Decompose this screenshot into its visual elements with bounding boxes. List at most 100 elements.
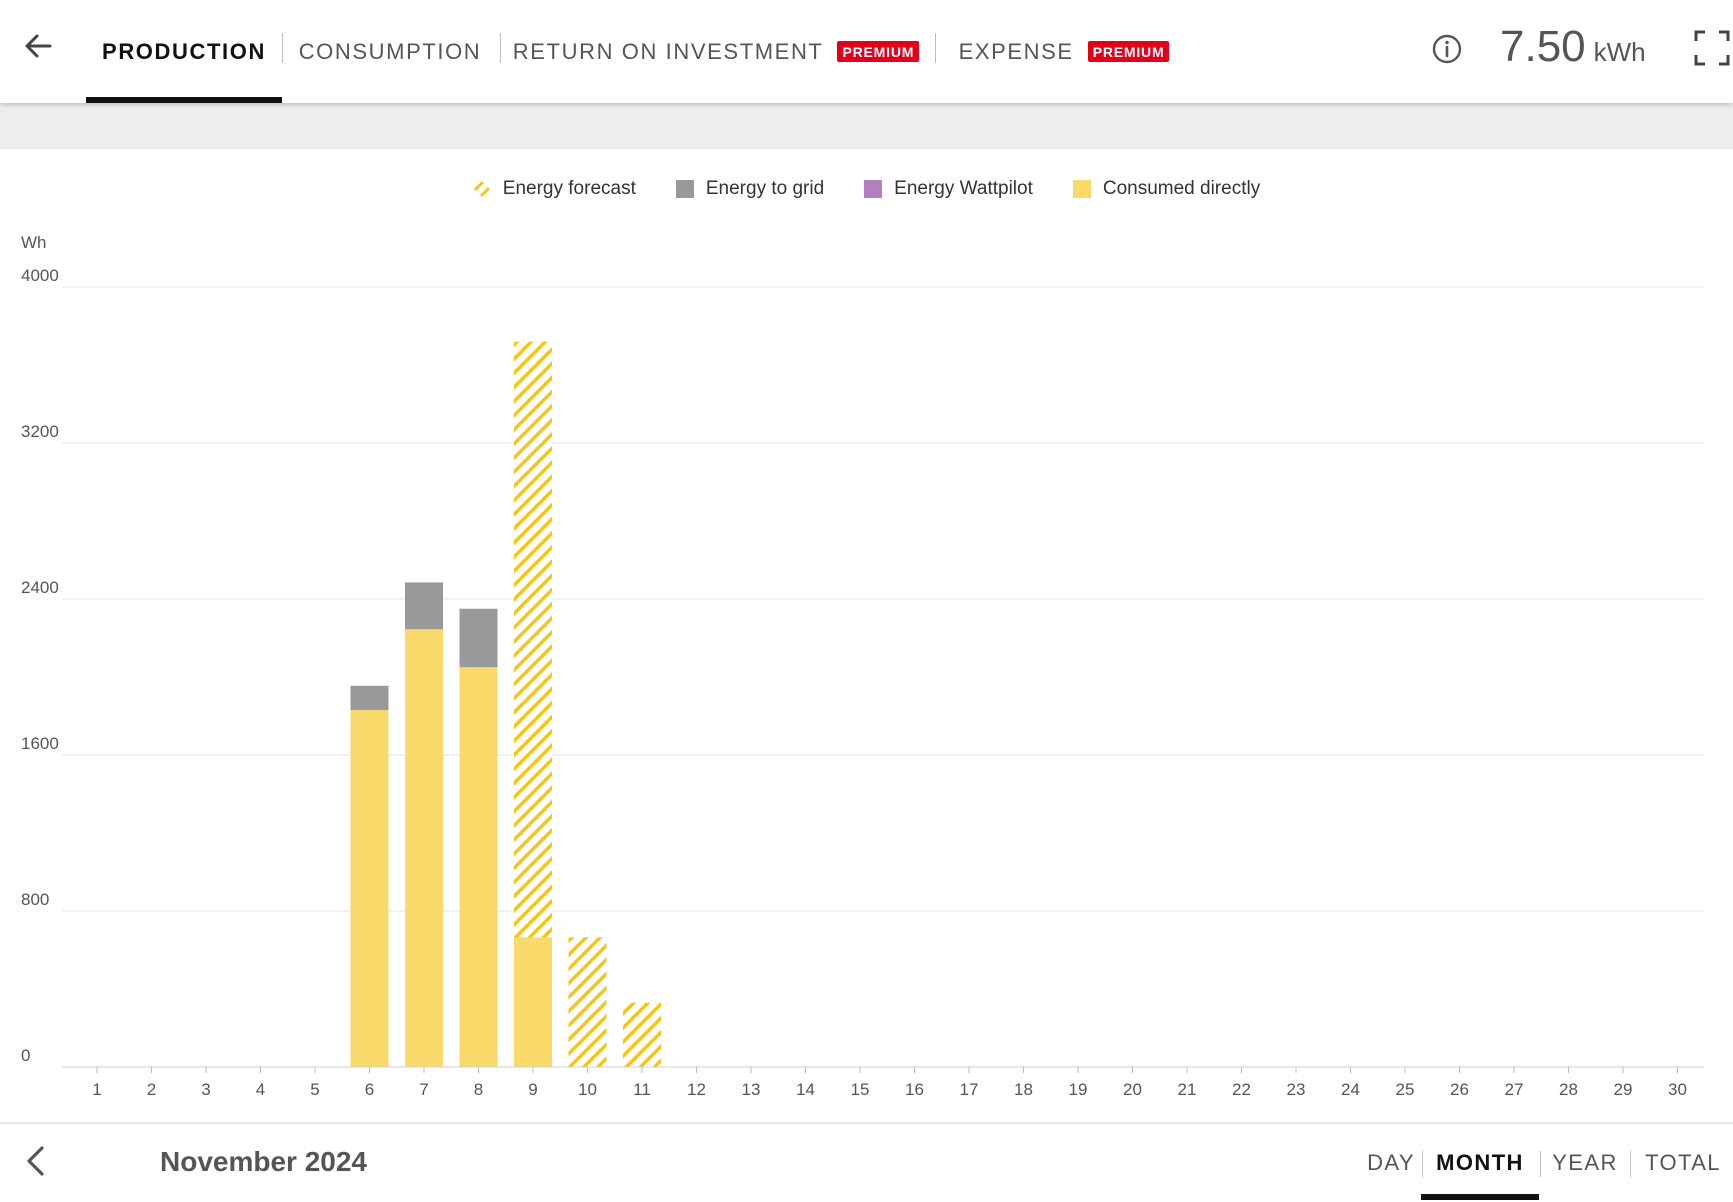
- y-tick-label: 0: [21, 1046, 30, 1065]
- tab-roi-label: RETURN ON INVESTMENT: [512, 38, 824, 64]
- tab-expense[interactable]: EXPENSE PREMIUM: [950, 0, 1178, 103]
- bar-energy-to-grid-day-8[interactable]: [459, 608, 498, 668]
- total-energy-unit: kWh: [1593, 37, 1646, 67]
- tab-return-on-investment[interactable]: RETURN ON INVESTMENT PREMIUM: [512, 0, 920, 103]
- x-tick-label: 23: [1287, 1080, 1306, 1099]
- x-tick-label: 19: [1069, 1080, 1088, 1099]
- tab-consumption[interactable]: CONSUMPTION: [290, 0, 490, 103]
- x-tick-label: 9: [528, 1080, 537, 1099]
- premium-badge: PREMIUM: [837, 41, 920, 62]
- fullscreen-icon: [1694, 30, 1730, 66]
- x-tick-label: 10: [578, 1080, 597, 1099]
- x-tick-label: 7: [419, 1080, 428, 1099]
- tab-divider: [282, 33, 283, 63]
- tab-production-label: PRODUCTION: [102, 38, 266, 64]
- previous-period-button[interactable]: [18, 1142, 56, 1180]
- x-tick-label: 24: [1341, 1080, 1360, 1099]
- fullscreen-button[interactable]: [1692, 28, 1732, 68]
- info-circle-icon: [1432, 34, 1462, 64]
- top-bar: PRODUCTION CONSUMPTION RETURN ON INVESTM…: [0, 0, 1733, 103]
- x-tick-label: 2: [147, 1080, 156, 1099]
- x-tick-label: 17: [960, 1080, 979, 1099]
- back-button[interactable]: [18, 26, 58, 66]
- range-tab-month[interactable]: MONTH: [1421, 1124, 1539, 1202]
- range-tab-day[interactable]: DAY: [1348, 1124, 1434, 1202]
- tab-divider: [500, 33, 501, 63]
- x-tick-label: 13: [742, 1080, 761, 1099]
- range-divider: [1630, 1151, 1631, 1177]
- y-tick-label: 4000: [21, 266, 59, 285]
- chart-x-axis: 1 2 3 4 5 6 7 8 9 10 11 12 13 14 15 16 17 18 19 20 21 22 23 24 2…: [62, 1066, 1704, 1099]
- tab-production[interactable]: PRODUCTION: [86, 0, 282, 103]
- range-divider: [1540, 1151, 1541, 1177]
- hatched-swatch-icon: [473, 180, 490, 198]
- bar-energy-to-grid-day-7[interactable]: [405, 582, 443, 630]
- y-tick-label: 1600: [21, 734, 59, 753]
- x-tick-label: 22: [1232, 1080, 1251, 1099]
- x-tick-label: 29: [1614, 1080, 1633, 1099]
- chart-legend: Energy forecast Energy to grid Energy Wa…: [0, 170, 1733, 208]
- y-tick-label: 800: [21, 890, 49, 909]
- x-tick-label: 1: [92, 1080, 101, 1099]
- x-tick-label: 14: [796, 1080, 815, 1099]
- y-axis-unit-label: Wh: [21, 233, 47, 252]
- bar-consumed-directly-day-6[interactable]: [350, 710, 389, 1067]
- x-tick-label: 6: [365, 1080, 374, 1099]
- range-tab-total[interactable]: TOTAL: [1638, 1124, 1728, 1202]
- x-tick-label: 21: [1178, 1080, 1197, 1099]
- chart-bars: [350, 341, 661, 1067]
- y-tick-label: 3200: [21, 422, 59, 441]
- tab-expense-label: EXPENSE: [958, 38, 1074, 64]
- x-tick-label: 26: [1450, 1080, 1469, 1099]
- x-tick-label: 28: [1559, 1080, 1578, 1099]
- legend-label: Energy forecast: [502, 178, 636, 199]
- info-button[interactable]: [1431, 33, 1463, 65]
- x-tick-label: 12: [687, 1080, 706, 1099]
- bar-energy-forecast-day-11[interactable]: [623, 1002, 661, 1067]
- x-tick-label: 18: [1014, 1080, 1033, 1099]
- total-energy-value: 7.50: [1500, 22, 1586, 71]
- legend-label: Energy to grid: [705, 178, 825, 199]
- x-tick-label: 5: [310, 1080, 319, 1099]
- bar-consumed-directly-day-7[interactable]: [405, 629, 443, 1067]
- legend-swatch: [675, 180, 694, 198]
- x-tick-label: 16: [905, 1080, 924, 1099]
- bar-consumed-directly-day-8[interactable]: [459, 667, 498, 1067]
- range-tab-year[interactable]: YEAR: [1545, 1124, 1625, 1202]
- period-label: November 2024: [160, 1146, 368, 1177]
- arrow-left-icon: [25, 34, 52, 58]
- legend-item-consumed-directly[interactable]: Consumed directly: [1072, 178, 1261, 200]
- legend-swatch: [1072, 180, 1091, 198]
- x-tick-label: 25: [1396, 1080, 1415, 1099]
- legend-item-energy-forecast[interactable]: Energy forecast: [473, 178, 636, 200]
- legend-item-energy-wattpilot[interactable]: Energy Wattpilot: [864, 178, 1033, 200]
- bar-energy-forecast-day-10[interactable]: [568, 937, 607, 1067]
- y-tick-label: 2400: [21, 578, 59, 597]
- range-divider: [1422, 1151, 1423, 1177]
- filter-strip: [0, 103, 1733, 149]
- legend-item-energy-to-grid[interactable]: Energy to grid: [675, 178, 825, 200]
- range-tab-label: TOTAL: [1645, 1150, 1721, 1175]
- premium-badge: PREMIUM: [1087, 41, 1170, 62]
- x-tick-label: 15: [851, 1080, 870, 1099]
- bar-energy-forecast-day-9[interactable]: [514, 341, 552, 938]
- x-tick-label: 20: [1123, 1080, 1142, 1099]
- chart-gridlines: 0 800 1600 2400 3200 4000: [21, 266, 1704, 1065]
- x-tick-label: 27: [1505, 1080, 1524, 1099]
- bar-consumed-directly-day-9[interactable]: [514, 937, 552, 1067]
- x-tick-label: 3: [201, 1080, 210, 1099]
- legend-swatch: [864, 180, 883, 198]
- tab-divider: [935, 33, 936, 63]
- legend-label: Energy Wattpilot: [894, 178, 1033, 199]
- range-tab-label: DAY: [1367, 1150, 1415, 1175]
- x-tick-label: 30: [1668, 1080, 1687, 1099]
- x-tick-label: 8: [474, 1080, 483, 1099]
- x-tick-label: 11: [633, 1080, 651, 1099]
- chevron-left-icon: [27, 1146, 44, 1176]
- bar-energy-to-grid-day-6[interactable]: [350, 685, 389, 711]
- legend-label: Consumed directly: [1102, 178, 1261, 199]
- total-energy-readout: 7.50 kWh: [1500, 22, 1646, 72]
- range-tab-label: YEAR: [1552, 1150, 1618, 1175]
- bottom-bar: November 2024 DAY MONTH YEAR TOTAL: [0, 1122, 1733, 1200]
